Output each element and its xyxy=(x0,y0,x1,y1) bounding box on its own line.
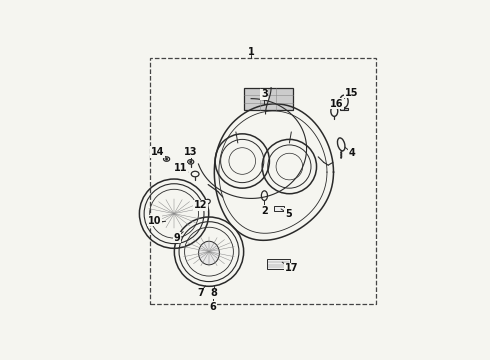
Text: 2: 2 xyxy=(261,206,268,216)
Text: 8: 8 xyxy=(210,288,217,298)
Text: 9: 9 xyxy=(173,233,180,243)
Text: 3: 3 xyxy=(261,90,268,99)
Bar xyxy=(274,206,284,211)
Bar xyxy=(267,258,290,269)
Ellipse shape xyxy=(198,241,220,265)
Text: 15: 15 xyxy=(345,87,358,98)
Circle shape xyxy=(189,161,192,163)
Text: 13: 13 xyxy=(184,147,197,157)
Bar xyxy=(244,87,293,110)
Text: 1: 1 xyxy=(248,47,254,57)
Text: 14: 14 xyxy=(151,147,164,157)
Circle shape xyxy=(165,158,168,161)
Text: 17: 17 xyxy=(285,263,298,273)
Text: 12: 12 xyxy=(194,201,207,210)
Text: 10: 10 xyxy=(148,216,161,226)
Text: 16: 16 xyxy=(330,99,343,109)
Text: 5: 5 xyxy=(285,209,292,219)
Text: 4: 4 xyxy=(349,148,356,158)
Text: 11: 11 xyxy=(173,163,187,174)
Bar xyxy=(340,108,348,110)
Text: 7: 7 xyxy=(197,288,204,298)
Bar xyxy=(150,58,376,304)
Text: 6: 6 xyxy=(210,302,216,312)
